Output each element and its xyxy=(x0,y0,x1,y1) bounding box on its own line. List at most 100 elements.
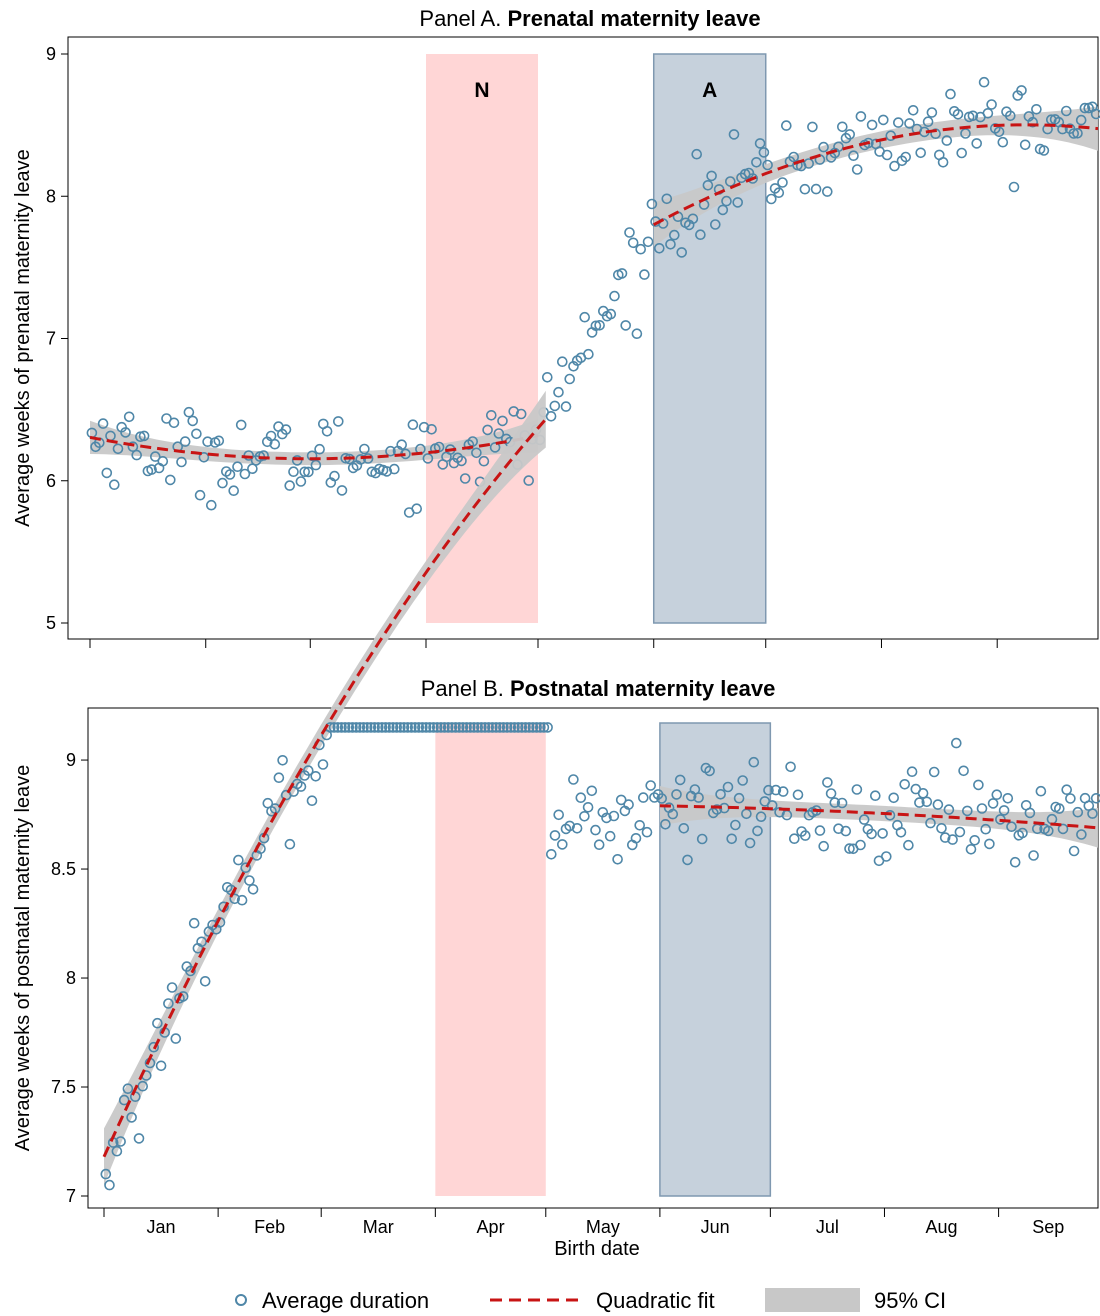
data-point xyxy=(623,799,634,810)
panel-b-x-axis: Jan Feb Mar Apr May Jun Jul Aug Sep xyxy=(103,1208,1064,1237)
data-point xyxy=(381,466,393,477)
data-point xyxy=(206,499,217,511)
data-point xyxy=(855,839,866,851)
data-point xyxy=(239,468,251,480)
data-point xyxy=(485,409,497,421)
data-point xyxy=(777,786,789,797)
x-tick-label-feb: Feb xyxy=(254,1217,285,1237)
panel-b-bands xyxy=(435,722,772,1197)
data-point xyxy=(482,424,493,436)
y-tick-label: 9 xyxy=(46,44,56,64)
data-point xyxy=(120,427,131,438)
data-point xyxy=(1068,845,1080,857)
data-point xyxy=(939,832,951,843)
data-point xyxy=(799,830,811,841)
data-point xyxy=(1019,139,1031,151)
data-point xyxy=(538,722,550,733)
data-point xyxy=(810,183,822,195)
data-point xyxy=(269,438,281,450)
data-point xyxy=(170,1033,182,1044)
data-point xyxy=(869,790,881,802)
data-point xyxy=(986,99,997,110)
data-point xyxy=(556,356,568,368)
data-point xyxy=(402,722,414,733)
ci-band-segment-1 xyxy=(104,390,546,1186)
x-tick-label-jun: Jun xyxy=(701,1217,730,1237)
data-point xyxy=(982,108,994,119)
band-n-panel-b xyxy=(435,723,546,1196)
data-point xyxy=(411,503,423,515)
data-point xyxy=(1024,807,1036,819)
data-point xyxy=(126,1112,137,1123)
x-tick-label-apr: Apr xyxy=(477,1217,505,1237)
data-point xyxy=(987,798,999,809)
data-point xyxy=(545,848,557,860)
data-point xyxy=(730,819,741,831)
data-point xyxy=(291,455,303,466)
data-point xyxy=(998,805,1010,816)
data-point xyxy=(928,766,940,778)
data-point xyxy=(620,320,632,331)
data-point xyxy=(396,439,408,451)
data-point xyxy=(627,237,639,249)
data-point xyxy=(461,722,472,733)
data-point xyxy=(361,722,373,733)
data-point xyxy=(582,801,594,813)
data-point xyxy=(431,722,443,733)
data-point xyxy=(733,792,745,804)
data-point xyxy=(656,793,668,804)
data-point xyxy=(166,982,178,993)
data-point xyxy=(191,428,202,440)
data-point xyxy=(424,722,436,733)
data-point xyxy=(247,883,259,895)
data-point xyxy=(980,823,992,835)
data-point xyxy=(520,722,531,733)
data-point xyxy=(258,450,269,461)
band-a-panel-a xyxy=(652,53,767,624)
data-point xyxy=(336,722,347,733)
legend-ci-label: 95% CI xyxy=(874,1288,946,1313)
data-point xyxy=(737,775,749,786)
data-point xyxy=(755,811,767,823)
data-point xyxy=(1061,105,1072,117)
data-point xyxy=(866,828,877,840)
y-tick-label: 7.5 xyxy=(51,1077,76,1097)
panel-b-ci xyxy=(104,390,1098,1186)
data-point xyxy=(877,114,889,126)
data-point xyxy=(148,1041,159,1053)
data-point xyxy=(907,105,919,116)
data-point xyxy=(937,157,949,168)
data-point xyxy=(310,459,322,471)
data-point xyxy=(724,176,736,187)
data-point xyxy=(523,722,535,733)
data-point xyxy=(674,774,686,786)
data-point xyxy=(549,830,561,841)
data-point xyxy=(347,722,358,733)
x-tick-label-may: May xyxy=(586,1217,620,1237)
data-point xyxy=(101,467,113,479)
data-point xyxy=(556,839,568,850)
data-point xyxy=(848,150,859,161)
data-point xyxy=(1043,825,1054,837)
data-point xyxy=(579,311,591,323)
data-point xyxy=(395,722,406,733)
data-point xyxy=(780,120,792,131)
data-point xyxy=(840,825,852,837)
data-point xyxy=(922,116,934,127)
y-tick-label: 7 xyxy=(46,329,56,349)
panel-b-points xyxy=(100,722,1100,1191)
data-point xyxy=(302,765,314,776)
legend-ci-marker xyxy=(765,1288,860,1312)
data-point xyxy=(329,470,340,482)
data-point xyxy=(732,197,744,208)
data-point xyxy=(188,917,200,929)
data-point xyxy=(575,792,587,804)
data-point xyxy=(941,135,953,146)
data-point xyxy=(763,784,774,796)
data-point xyxy=(704,765,715,777)
data-point xyxy=(439,722,450,733)
data-point xyxy=(818,141,829,153)
data-point xyxy=(112,443,124,455)
data-point xyxy=(829,797,841,808)
